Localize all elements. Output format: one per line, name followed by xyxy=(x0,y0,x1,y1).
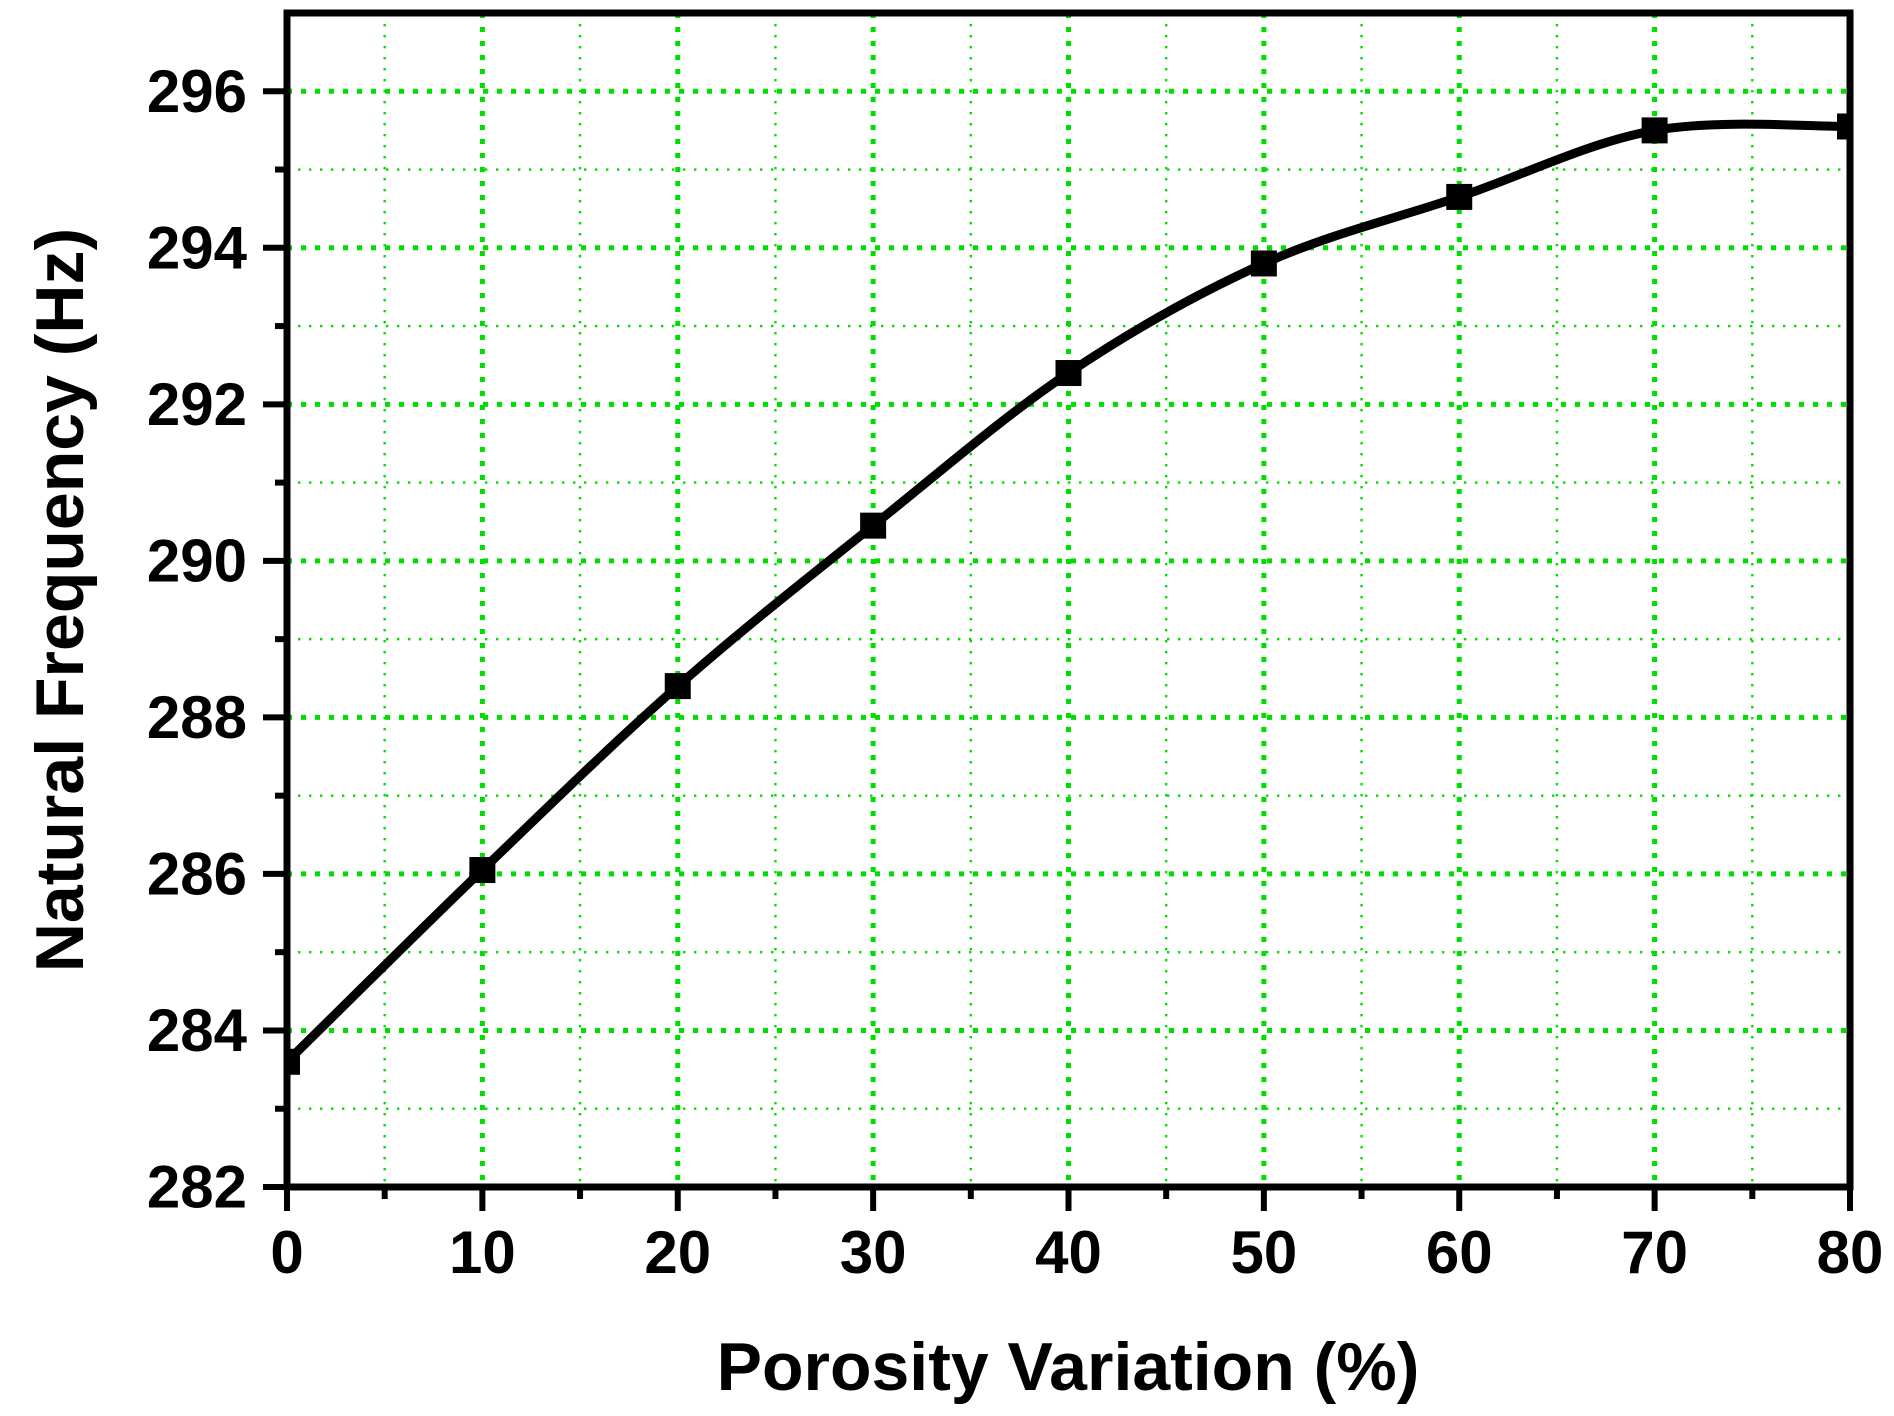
x-tick-label: 70 xyxy=(1621,1219,1688,1286)
x-axis-title: Porosity Variation (%) xyxy=(717,1329,1420,1405)
data-point-marker xyxy=(1250,250,1277,277)
data-point-marker xyxy=(664,673,691,700)
data-point-marker xyxy=(469,857,496,884)
y-axis-title: Natural Frequency (Hz) xyxy=(22,228,98,972)
y-tick-label: 294 xyxy=(147,214,248,281)
y-tick-label: 286 xyxy=(147,840,247,907)
y-tick-label: 288 xyxy=(147,684,247,751)
y-tick-label: 282 xyxy=(147,1154,247,1221)
x-tick-label: 0 xyxy=(270,1219,303,1286)
data-point-marker xyxy=(1641,117,1668,144)
x-tick-label: 80 xyxy=(1817,1219,1884,1286)
x-tick-label: 30 xyxy=(840,1219,907,1286)
y-axis-tick-labels: 282 284 286 288 290 292 294 296 xyxy=(147,58,248,1221)
x-tick-label: 20 xyxy=(644,1219,711,1286)
data-point-marker xyxy=(860,512,887,539)
grid-major xyxy=(287,13,1850,1187)
x-tick-label: 60 xyxy=(1426,1219,1493,1286)
x-tick-label: 50 xyxy=(1231,1219,1298,1286)
x-axis-ticks xyxy=(284,1187,1853,1211)
data-point-marker xyxy=(1055,360,1082,387)
x-tick-label: 40 xyxy=(1035,1219,1102,1286)
series-group xyxy=(287,113,1850,1075)
plot-area xyxy=(287,13,1850,1187)
y-tick-label: 292 xyxy=(147,371,247,438)
y-tick-label: 296 xyxy=(147,58,247,125)
data-point-marker xyxy=(1446,183,1473,210)
x-axis-tick-labels: 0 10 20 30 40 50 60 70 80 xyxy=(270,1219,1883,1286)
x-tick-label: 10 xyxy=(449,1219,516,1286)
y-axis-ticks xyxy=(263,88,287,1190)
y-tick-label: 284 xyxy=(147,997,248,1064)
y-tick-label: 290 xyxy=(147,527,247,594)
series-line xyxy=(287,119,1850,1065)
